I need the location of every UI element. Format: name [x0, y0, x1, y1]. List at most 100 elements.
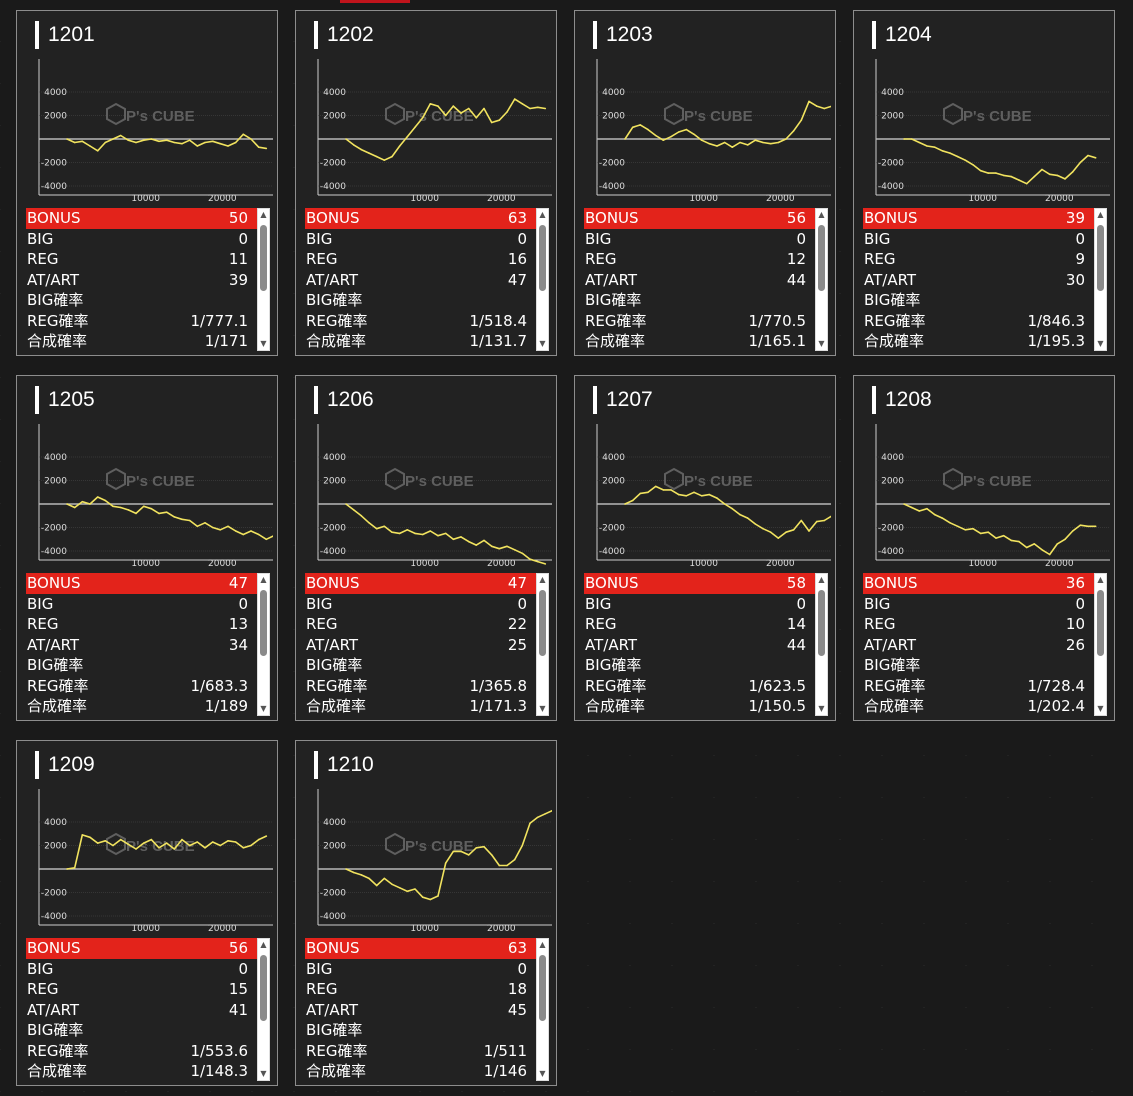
- data-point: [188, 139, 191, 141]
- scroll-thumb[interactable]: [539, 590, 546, 656]
- y-tick-label: -2000: [599, 159, 625, 169]
- atart-row: AT/ART 44: [584, 270, 828, 291]
- stats-scrollbar[interactable]: ▲ ▼: [815, 208, 828, 351]
- scroll-thumb[interactable]: [260, 590, 267, 656]
- scroll-thumb[interactable]: [1097, 225, 1104, 291]
- scroll-thumb[interactable]: [260, 955, 267, 1021]
- data-point: [429, 103, 432, 105]
- big-label: BIG: [27, 959, 54, 978]
- data-point: [1064, 178, 1066, 180]
- data-point: [360, 515, 363, 517]
- scroll-up-arrow-icon[interactable]: ▲: [260, 210, 267, 219]
- scroll-up-arrow-icon[interactable]: ▲: [818, 210, 825, 219]
- scroll-down-arrow-icon[interactable]: ▼: [260, 339, 267, 348]
- scroll-up-arrow-icon[interactable]: ▲: [1097, 575, 1104, 584]
- atart-value: 30: [1065, 270, 1085, 289]
- machine-card-1201[interactable]: 1201 P's CUBE 4000 2000 -2000 -4000 10000 2000…: [16, 10, 278, 356]
- machine-card-1209[interactable]: 1209 P's CUBE 4000 2000 -2000 -4000 10000 2000…: [16, 740, 278, 1086]
- data-point: [375, 527, 378, 530]
- stats-panel[interactable]: BONUS 63 BIG 0 REG 16 AT/ART 47 BIG確率 REG確率 1…: [305, 208, 549, 351]
- data-point: [808, 530, 810, 532]
- stats-panel[interactable]: BONUS 63 BIG 0 REG 18 AT/ART 45 BIG確率 REG確率 1…: [305, 938, 549, 1081]
- data-point: [933, 146, 936, 148]
- stats-panel[interactable]: BONUS 39 BIG 0 REG 9 AT/ART 30 BIG確率 REG確率 1/…: [863, 208, 1107, 351]
- scroll-down-arrow-icon[interactable]: ▼: [539, 1069, 546, 1078]
- scroll-down-arrow-icon[interactable]: ▼: [260, 1069, 267, 1078]
- scroll-up-arrow-icon[interactable]: ▲: [260, 575, 267, 584]
- watermark-logo: P's CUBE: [106, 467, 195, 491]
- bonus-label: BONUS: [585, 209, 639, 227]
- scroll-thumb[interactable]: [818, 225, 825, 291]
- watermark-logo: P's CUBE: [943, 102, 1032, 126]
- data-point: [242, 133, 245, 136]
- y-tick-label: 2000: [44, 112, 67, 122]
- reg-value: 16: [507, 250, 527, 268]
- machine-card-1208[interactable]: 1208 P's CUBE 4000 2000 -2000 -4000 10000 2000…: [853, 375, 1115, 721]
- stats-scrollbar[interactable]: ▲ ▼: [257, 938, 270, 1081]
- scroll-up-arrow-icon[interactable]: ▲: [539, 575, 546, 584]
- stats-scrollbar[interactable]: ▲ ▼: [257, 573, 270, 716]
- scroll-down-arrow-icon[interactable]: ▼: [539, 704, 546, 713]
- payout-graph: P's CUBE 4000 2000 -2000 -4000 10000 20000: [38, 424, 273, 568]
- stats-scrollbar[interactable]: ▲ ▼: [257, 208, 270, 351]
- data-point: [234, 530, 237, 532]
- scroll-up-arrow-icon[interactable]: ▲: [260, 940, 267, 949]
- reg-row: REG 15: [26, 979, 270, 1000]
- stats-scrollbar[interactable]: ▲ ▼: [536, 938, 549, 1081]
- stats-panel[interactable]: BONUS 36 BIG 0 REG 10 AT/ART 26 BIG確率 REG確率 1…: [863, 573, 1107, 716]
- stats-scrollbar[interactable]: ▲ ▼: [536, 573, 549, 716]
- scroll-thumb[interactable]: [818, 590, 825, 656]
- machine-card-1206[interactable]: 1206 P's CUBE 4000 2000 -2000 -4000 10000 2000…: [295, 375, 557, 721]
- data-point: [498, 119, 501, 121]
- atart-row: AT/ART 45: [305, 1000, 549, 1021]
- data-point: [414, 888, 416, 890]
- scroll-down-arrow-icon[interactable]: ▼: [539, 339, 546, 348]
- data-point: [398, 145, 401, 147]
- reg-label: REG: [27, 250, 59, 268]
- data-point: [165, 842, 168, 844]
- scroll-down-arrow-icon[interactable]: ▼: [818, 339, 825, 348]
- y-tick-label: 2000: [602, 477, 625, 487]
- scroll-thumb[interactable]: [260, 225, 267, 291]
- machine-card-1207[interactable]: 1207 P's CUBE 4000 2000 -2000 -4000 10000 2000…: [574, 375, 836, 721]
- reg-label: REG: [306, 615, 338, 633]
- machine-card-1202[interactable]: 1202 P's CUBE 4000 2000 -2000 -4000 10000 2000…: [295, 10, 557, 356]
- scroll-up-arrow-icon[interactable]: ▲: [1097, 210, 1104, 219]
- machine-card-1204[interactable]: 1204 P's CUBE 4000 2000 -2000 -4000 10000 2000…: [853, 10, 1115, 356]
- data-point: [81, 140, 84, 143]
- machine-card-1205[interactable]: 1205 P's CUBE 4000 2000 -2000 -4000 10000 2000…: [16, 375, 278, 721]
- stats-panel[interactable]: BONUS 47 BIG 0 REG 22 AT/ART 25 BIG確率 REG確率 1…: [305, 573, 549, 716]
- scroll-up-arrow-icon[interactable]: ▲: [539, 940, 546, 949]
- big-row: BIG 0: [26, 959, 270, 980]
- stats-scrollbar[interactable]: ▲ ▼: [536, 208, 549, 351]
- stats-panel[interactable]: BONUS 58 BIG 0 REG 14 AT/ART 44 BIG確率 REG確率 1…: [584, 573, 828, 716]
- stats-scrollbar[interactable]: ▲ ▼: [1094, 208, 1107, 351]
- scroll-thumb[interactable]: [539, 225, 546, 291]
- data-point: [1018, 540, 1020, 543]
- scroll-up-arrow-icon[interactable]: ▲: [818, 575, 825, 584]
- stats-scrollbar[interactable]: ▲ ▼: [815, 573, 828, 716]
- y-tick-label: 4000: [44, 818, 67, 828]
- x-tick-label: 20000: [1045, 194, 1074, 203]
- atart-row: AT/ART 26: [863, 635, 1107, 656]
- stats-scrollbar[interactable]: ▲ ▼: [1094, 573, 1107, 716]
- scroll-thumb[interactable]: [539, 955, 546, 1021]
- machine-card-1203[interactable]: 1203 P's CUBE 4000 2000 -2000 -4000 10000 2000…: [574, 10, 836, 356]
- data-point: [639, 492, 642, 495]
- scroll-down-arrow-icon[interactable]: ▼: [1097, 704, 1104, 713]
- stats-panel[interactable]: BONUS 56 BIG 0 REG 15 AT/ART 41 BIG確率 REG確率 1…: [26, 938, 270, 1081]
- scroll-down-arrow-icon[interactable]: ▼: [260, 704, 267, 713]
- machine-card-1210[interactable]: 1210 P's CUBE 4000 2000 -2000 -4000 10000 2000…: [295, 740, 557, 1086]
- atart-row: AT/ART 41: [26, 1000, 270, 1021]
- scroll-thumb[interactable]: [1097, 590, 1104, 656]
- scroll-down-arrow-icon[interactable]: ▼: [818, 704, 825, 713]
- data-point: [677, 493, 680, 496]
- total-rate-row: 合成確率 1/148.3: [26, 1061, 270, 1081]
- stats-panel[interactable]: BONUS 47 BIG 0 REG 13 AT/ART 34 BIG確率 REG確率 1…: [26, 573, 270, 716]
- bonus-row: BONUS 47: [305, 573, 549, 594]
- scroll-down-arrow-icon[interactable]: ▼: [1097, 339, 1104, 348]
- scroll-up-arrow-icon[interactable]: ▲: [539, 210, 546, 219]
- stats-panel[interactable]: BONUS 50 BIG 0 REG 11 AT/ART 39 BIG確率 REG確率 1…: [26, 208, 270, 351]
- stats-panel[interactable]: BONUS 56 BIG 0 REG 12 AT/ART 44 BIG確率 REG確率 1…: [584, 208, 828, 351]
- big-rate-row: BIG確率: [863, 655, 1107, 676]
